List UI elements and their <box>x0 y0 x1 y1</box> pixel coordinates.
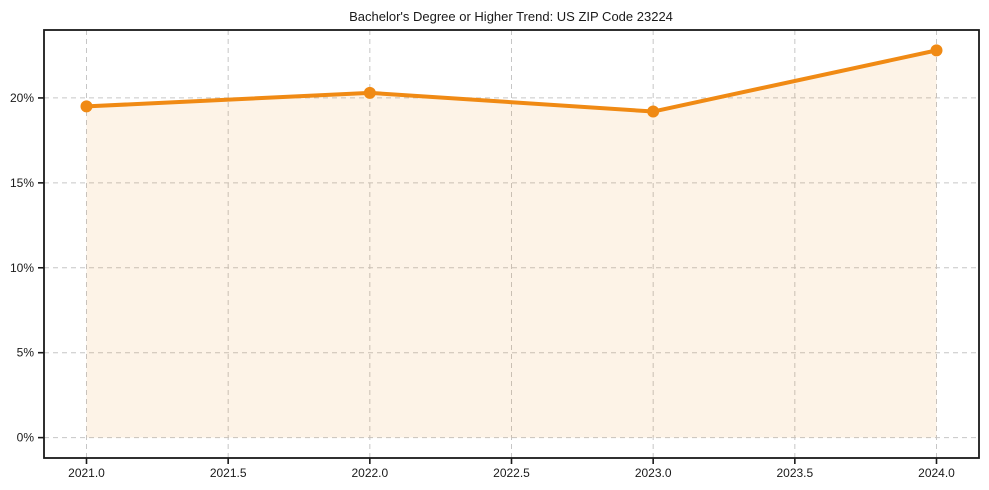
x-tick-label: 2024.0 <box>918 466 955 480</box>
data-point-marker <box>363 86 376 99</box>
data-point-marker <box>80 100 93 113</box>
y-tick-label: 5% <box>17 346 35 360</box>
x-tick-label: 2021.0 <box>68 466 105 480</box>
data-markers-layer <box>80 44 943 118</box>
y-tick-label: 15% <box>10 176 34 190</box>
x-tick-label: 2023.5 <box>776 466 813 480</box>
y-tick-label: 0% <box>17 431 35 445</box>
trend-line-layer <box>84 48 939 114</box>
tick-labels-layer: 0% 5% 10% 15% 20% 2021.0 2021.5 2022.0 2022.5 202… <box>10 91 955 480</box>
axes-layer <box>38 29 980 464</box>
x-tick-label: 2022.5 <box>493 466 530 480</box>
x-tick-label: 2023.0 <box>635 466 672 480</box>
gridlines-layer <box>44 30 979 458</box>
area-fill <box>86 50 937 438</box>
data-point-marker <box>647 105 660 118</box>
x-tick-label: 2021.5 <box>210 466 247 480</box>
y-tick-label: 20% <box>10 91 34 105</box>
area-fill-layer <box>86 50 937 438</box>
chart-title: Bachelor's Degree or Higher Trend: US ZI… <box>349 9 673 24</box>
y-tick-label: 10% <box>10 261 34 275</box>
data-point-marker <box>930 44 943 57</box>
trend-line <box>84 48 939 114</box>
plot-border <box>43 29 980 459</box>
x-tick-label: 2022.0 <box>351 466 388 480</box>
